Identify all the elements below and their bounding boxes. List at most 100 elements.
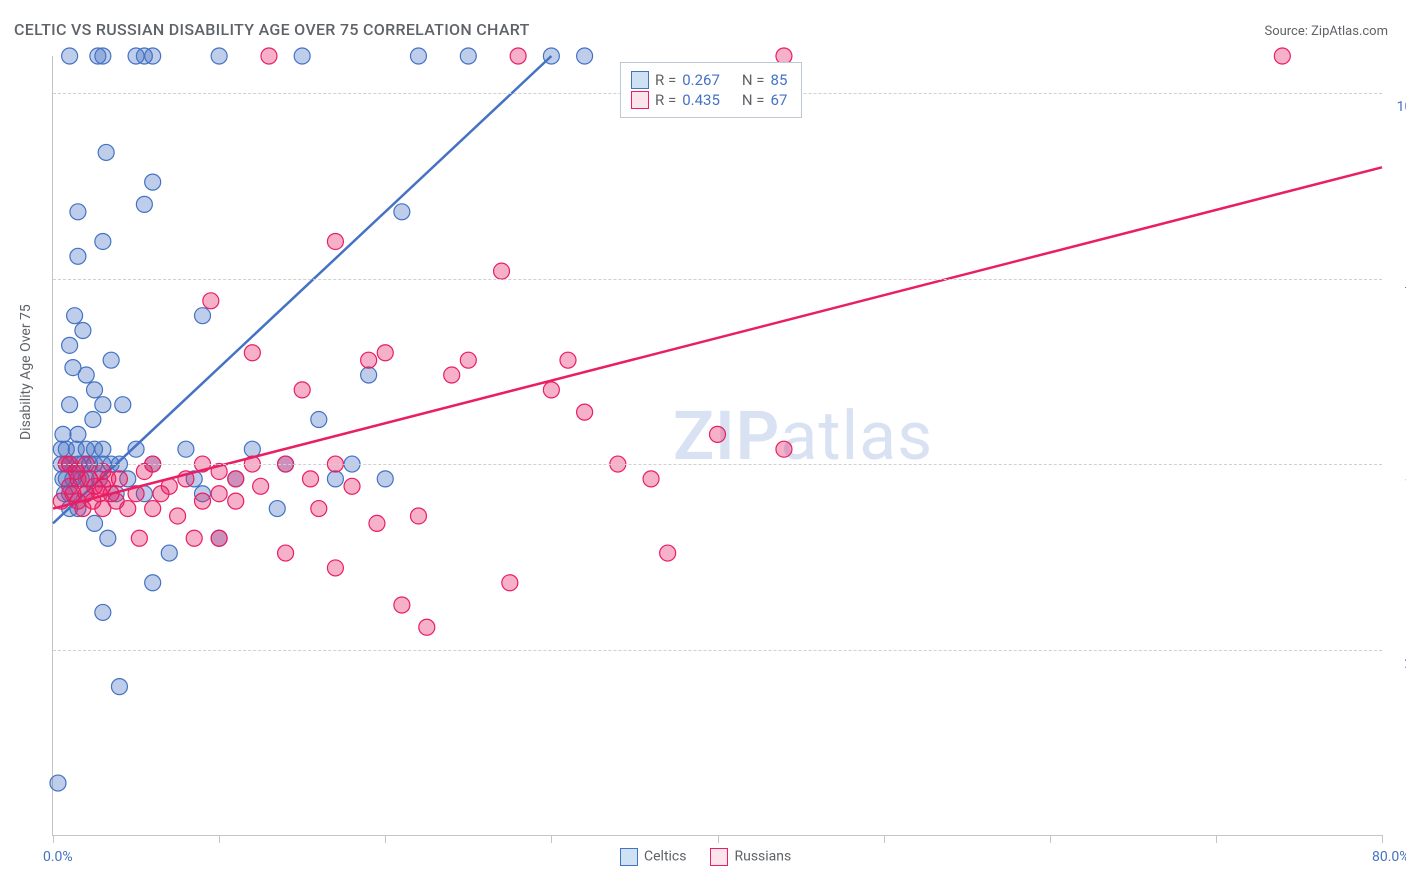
y-tick-label: 100.0% [1397, 99, 1406, 115]
data-point [361, 367, 377, 383]
r-label: R = [655, 71, 676, 89]
data-point [776, 441, 792, 457]
regression-line [53, 56, 551, 523]
data-point [327, 233, 343, 249]
legend-swatch-celtics [631, 71, 649, 89]
data-point [87, 515, 103, 531]
correlation-legend: R = 0.267 N = 85 R = 0.435 N = 67 [620, 62, 802, 118]
r-value: 0.435 [682, 91, 720, 109]
plot-area: ZIPatlas 25.0%50.0%75.0%100.0%0.0%80.0% [52, 56, 1382, 836]
data-point [98, 144, 114, 160]
data-point [95, 441, 111, 457]
legend-swatch-russians [631, 91, 649, 109]
data-point [502, 575, 518, 591]
legend-label: Celtics [644, 849, 686, 865]
r-value: 0.267 [682, 71, 720, 89]
data-point [131, 530, 147, 546]
legend-item-celtics: Celtics [620, 848, 686, 866]
n-label: N = [742, 71, 765, 89]
data-point [278, 545, 294, 561]
data-point [111, 679, 127, 695]
n-value: 67 [771, 91, 788, 109]
data-point [577, 48, 593, 64]
x-tick [884, 835, 885, 843]
chart-title: CELTIC VS RUSSIAN DISABILITY AGE OVER 75… [14, 20, 530, 39]
data-point [70, 204, 86, 220]
data-point [95, 48, 111, 64]
data-point [136, 196, 152, 212]
data-point [377, 471, 393, 487]
x-tick [385, 835, 386, 843]
data-point [253, 478, 269, 494]
x-tick-label: 0.0% [43, 849, 73, 865]
legend-swatch-celtics-icon [620, 848, 638, 866]
data-point [115, 397, 131, 413]
x-tick [1382, 835, 1383, 843]
data-point [95, 233, 111, 249]
data-point [195, 308, 211, 324]
x-tick [53, 835, 54, 843]
data-point [211, 486, 227, 502]
data-point [369, 515, 385, 531]
data-point [311, 501, 327, 517]
data-point [70, 426, 86, 442]
data-point [444, 367, 460, 383]
data-point [211, 530, 227, 546]
data-point [62, 337, 78, 353]
data-point [261, 48, 277, 64]
data-point [100, 530, 116, 546]
data-point [294, 48, 310, 64]
data-point [361, 352, 377, 368]
data-point [410, 508, 426, 524]
data-point [494, 263, 510, 279]
data-point [1274, 48, 1290, 64]
data-point [510, 48, 526, 64]
plot-svg [53, 56, 1382, 835]
data-point [186, 530, 202, 546]
data-point [55, 426, 71, 442]
legend-row-celtics: R = 0.267 N = 85 [631, 71, 787, 89]
data-point [460, 48, 476, 64]
x-tick [718, 835, 719, 843]
x-tick [551, 835, 552, 843]
data-point [410, 48, 426, 64]
r-label: R = [655, 91, 676, 109]
data-point [120, 501, 136, 517]
data-point [294, 382, 310, 398]
data-point [95, 397, 111, 413]
source-label: Source: ZipAtlas.com [1264, 24, 1388, 39]
data-point [75, 323, 91, 339]
data-point [103, 352, 119, 368]
data-point [170, 508, 186, 524]
legend-row-russians: R = 0.435 N = 67 [631, 91, 787, 109]
chart-container: CELTIC VS RUSSIAN DISABILITY AGE OVER 75… [0, 0, 1406, 892]
data-point [543, 382, 559, 398]
data-point [178, 441, 194, 457]
data-point [145, 575, 161, 591]
data-point [78, 367, 94, 383]
data-point [460, 352, 476, 368]
data-point [145, 501, 161, 517]
data-point [377, 345, 393, 361]
series-legend: Celtics Russians [620, 848, 791, 866]
x-tick [219, 835, 220, 843]
data-point [394, 597, 410, 613]
data-point [62, 48, 78, 64]
data-point [228, 471, 244, 487]
data-point [244, 345, 260, 361]
data-point [302, 471, 318, 487]
data-point [70, 248, 86, 264]
data-point [145, 174, 161, 190]
data-point [62, 397, 78, 413]
gridline [53, 464, 1382, 465]
legend-item-russians: Russians [710, 848, 791, 866]
data-point [311, 412, 327, 428]
data-point [710, 426, 726, 442]
data-point [203, 293, 219, 309]
legend-label: Russians [734, 849, 791, 865]
x-tick [1216, 835, 1217, 843]
data-point [643, 471, 659, 487]
data-point [87, 382, 103, 398]
n-label: N = [742, 91, 765, 109]
data-point [327, 471, 343, 487]
